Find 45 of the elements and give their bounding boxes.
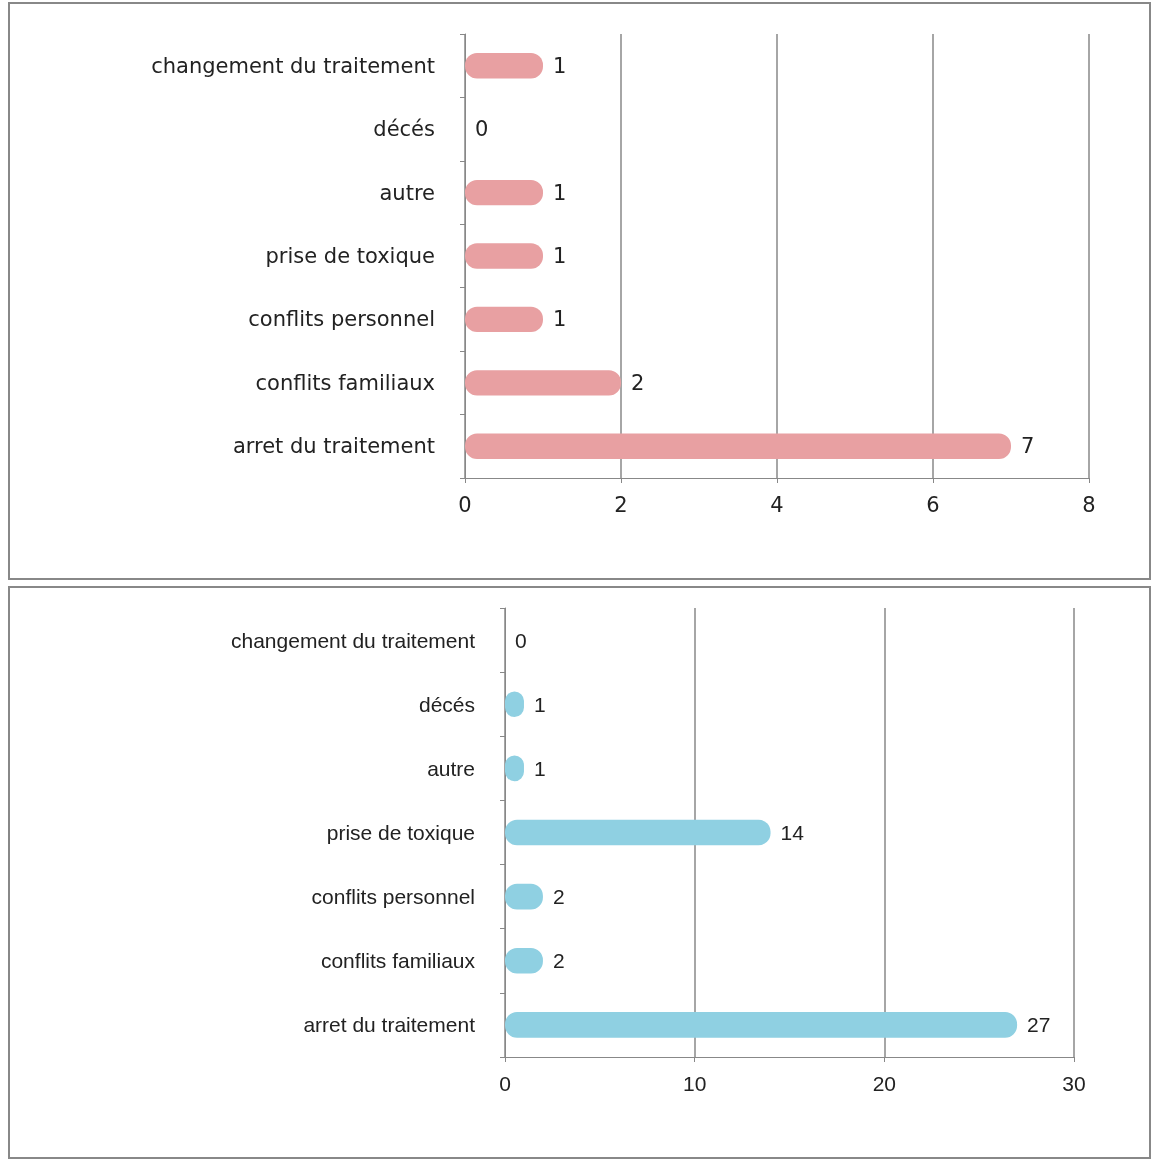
bar <box>465 370 621 396</box>
data-label: 1 <box>553 307 567 332</box>
y-tick-label: arret du traitement <box>303 1013 476 1037</box>
x-tick-label: 20 <box>872 1072 897 1095</box>
bar <box>465 179 543 206</box>
x-tick-label: 30 <box>1062 1072 1086 1095</box>
bar <box>505 1012 1018 1038</box>
y-tick-label: prise de toxique <box>265 244 435 268</box>
y-tick-label: autre <box>427 756 475 780</box>
data-label: 1 <box>553 244 567 268</box>
data-label: 1 <box>553 180 567 205</box>
data-label: 7 <box>1021 434 1035 459</box>
y-tick-label: changement du traitement <box>151 53 435 78</box>
y-tick-label: arret du traitement <box>232 434 435 459</box>
y-tick-label: conflits familiaux <box>320 949 476 973</box>
y-tick-label: conflits personnel <box>248 307 435 332</box>
x-tick-label: 2 <box>614 492 628 517</box>
x-tick-label: 8 <box>1082 492 1096 517</box>
data-label: 0 <box>515 628 527 652</box>
data-label: 1 <box>533 692 546 716</box>
x-tick-label: 0 <box>458 492 472 517</box>
data-label: 1 <box>533 756 546 780</box>
data-label: 1 <box>553 53 567 78</box>
y-tick-label: autre <box>379 180 435 205</box>
data-label: 2 <box>552 949 565 973</box>
y-tick-label: changement du traitement <box>231 628 476 652</box>
data-label: 14 <box>780 821 805 844</box>
data-label: 0 <box>475 117 489 142</box>
bar <box>465 243 543 269</box>
data-label: 2 <box>631 370 645 395</box>
bar <box>465 433 1011 459</box>
bar <box>465 306 543 333</box>
y-tick-label: conflits familiaux <box>255 370 435 395</box>
data-label: 27 <box>1027 1013 1051 1037</box>
y-tick-label: prise de toxique <box>326 821 475 844</box>
bar <box>505 819 771 846</box>
y-tick-label: conflits personnel <box>311 885 475 909</box>
x-tick-label: 6 <box>926 492 940 517</box>
x-tick-label: 10 <box>682 1072 707 1095</box>
y-tick-label: décés <box>373 117 435 142</box>
data-label: 2 <box>552 885 565 909</box>
x-tick-label: 4 <box>770 492 784 517</box>
bar <box>465 53 543 79</box>
x-tick-label: 0 <box>499 1072 511 1095</box>
y-tick-label: décés <box>418 692 475 716</box>
